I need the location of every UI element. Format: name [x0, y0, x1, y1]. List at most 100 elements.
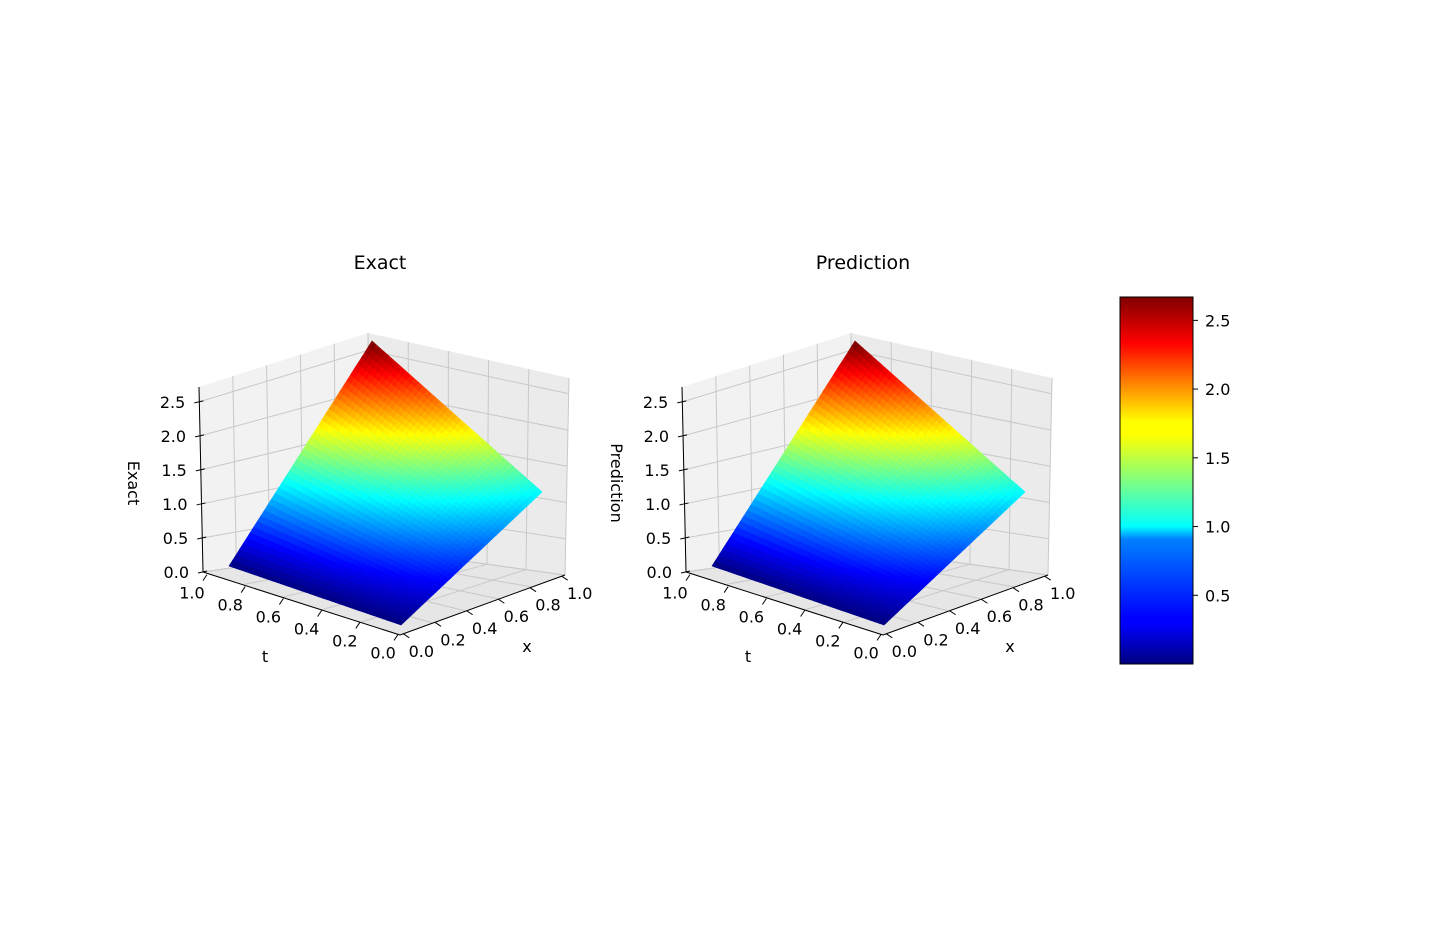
z-tick [679, 502, 689, 506]
x-tick-label: 0.0 [892, 642, 917, 661]
t-tick [685, 574, 691, 581]
z-tick-label: 2.0 [644, 427, 669, 446]
z-tick-label: 0.0 [647, 563, 672, 582]
z-tick [677, 434, 688, 438]
t-tick [393, 634, 399, 641]
t-tick [240, 586, 246, 593]
surface-mesh [711, 340, 1026, 626]
grid-line [232, 376, 237, 568]
surface-panel-1: 0.0 0.5 1.0 1.5 2.0 2.5 1.0 0.8 0.6 0.4 0.2 0.0 0.0 0… [124, 252, 592, 666]
t-tick [723, 586, 729, 593]
x-axis-line [399, 574, 566, 636]
t-tick-label: 0.6 [739, 608, 764, 627]
x-tick-label: 0.4 [472, 619, 497, 638]
z-tick-label: 1.0 [162, 495, 187, 514]
z-tick [680, 570, 691, 574]
z-axis-line [681, 386, 687, 573]
z-tick [195, 468, 205, 472]
t-axis-label: t [745, 647, 751, 666]
colorbar-tick-label: 0.5 [1205, 586, 1230, 605]
x-tick [886, 633, 893, 639]
grid-line [1047, 377, 1053, 576]
t-tick [317, 610, 323, 617]
z-tick-label: 0.5 [163, 529, 188, 548]
x-tick-label: 0.2 [923, 630, 948, 649]
t-tick [355, 622, 361, 629]
t-tick-label: 0.6 [256, 608, 281, 627]
x-tick-label: 1.0 [1050, 584, 1075, 603]
x-axis-line [882, 574, 1049, 636]
t-tick-label: 0.4 [294, 619, 319, 638]
x-tick [466, 610, 473, 616]
t-tick-label: 1.0 [179, 584, 204, 603]
z-axis-label: Prediction [607, 443, 626, 522]
t-axis-line [685, 571, 884, 636]
x-tick [1012, 587, 1020, 593]
z-tick [197, 570, 208, 574]
x-tick [498, 598, 505, 604]
grid-line [1008, 368, 1013, 570]
grid-line [564, 377, 570, 576]
x-tick [434, 621, 442, 627]
t-tick-label: 0.4 [777, 619, 802, 638]
z-tick-label: 1.0 [645, 495, 670, 514]
x-tick-label: 0.4 [955, 619, 980, 638]
chart-title: Exact [354, 252, 407, 274]
x-tick-label: 0.8 [535, 596, 560, 615]
z-tick-label: 2.5 [160, 393, 185, 412]
x-axis-label: x [1005, 637, 1014, 656]
grid-line [715, 376, 720, 568]
z-axis-line [198, 386, 204, 573]
z-tick [680, 536, 690, 540]
x-tick [561, 575, 568, 581]
z-tick [196, 502, 206, 506]
x-axis-label: x [522, 637, 531, 656]
x-tick-label: 1.0 [567, 584, 592, 603]
z-tick [194, 434, 205, 438]
z-tick-label: 2.0 [161, 427, 186, 446]
x-tick [1044, 575, 1051, 581]
colorbar-gradient [1119, 296, 1194, 665]
x-tick-label: 0.6 [504, 607, 529, 626]
t-tick [278, 598, 284, 605]
z-tick [197, 536, 207, 540]
z-tick-label: 0.0 [164, 563, 189, 582]
t-tick [876, 634, 882, 641]
z-tick [677, 400, 687, 404]
x-tick-label: 0.8 [1018, 596, 1043, 615]
t-axis-label: t [262, 647, 268, 666]
t-tick [761, 598, 767, 605]
chart-title: Prediction [816, 252, 910, 274]
t-tick-label: 0.2 [332, 631, 357, 650]
z-tick-label: 2.5 [643, 393, 668, 412]
t-tick [838, 622, 844, 629]
z-tick-label: 0.5 [646, 529, 671, 548]
x-tick-label: 0.2 [440, 630, 465, 649]
z-tick [678, 468, 688, 472]
t-axis-line [202, 571, 401, 636]
colorbar-tick-label: 1.0 [1205, 518, 1230, 537]
x-tick-label: 0.0 [409, 642, 434, 661]
colorbar-tick-label: 2.5 [1205, 311, 1230, 330]
t-tick-label: 1.0 [662, 584, 687, 603]
z-tick [194, 400, 204, 404]
colorbar-tick-label: 2.0 [1205, 380, 1230, 399]
surface-mesh [228, 340, 543, 626]
x-tick [403, 633, 410, 639]
grid-line [525, 368, 530, 570]
x-tick [949, 610, 956, 616]
t-tick [202, 574, 208, 581]
t-tick-label: 0.2 [815, 631, 840, 650]
colorbar: 0.5 1.0 1.5 2.0 2.5 [1119, 296, 1230, 665]
x-tick [981, 598, 988, 604]
x-tick [917, 621, 925, 627]
x-tick [529, 587, 537, 593]
z-tick-label: 1.5 [161, 461, 186, 480]
t-tick-label: 0.8 [700, 596, 725, 615]
surface-panel-2: 0.0 0.5 1.0 1.5 2.0 2.5 1.0 0.8 0.6 0.4 0.2 0.0 0.0 0… [607, 252, 1075, 666]
x-tick-label: 0.6 [987, 607, 1012, 626]
t-tick-label: 0.8 [217, 596, 242, 615]
colorbar-tick-label: 1.5 [1205, 449, 1230, 468]
z-tick-label: 1.5 [644, 461, 669, 480]
